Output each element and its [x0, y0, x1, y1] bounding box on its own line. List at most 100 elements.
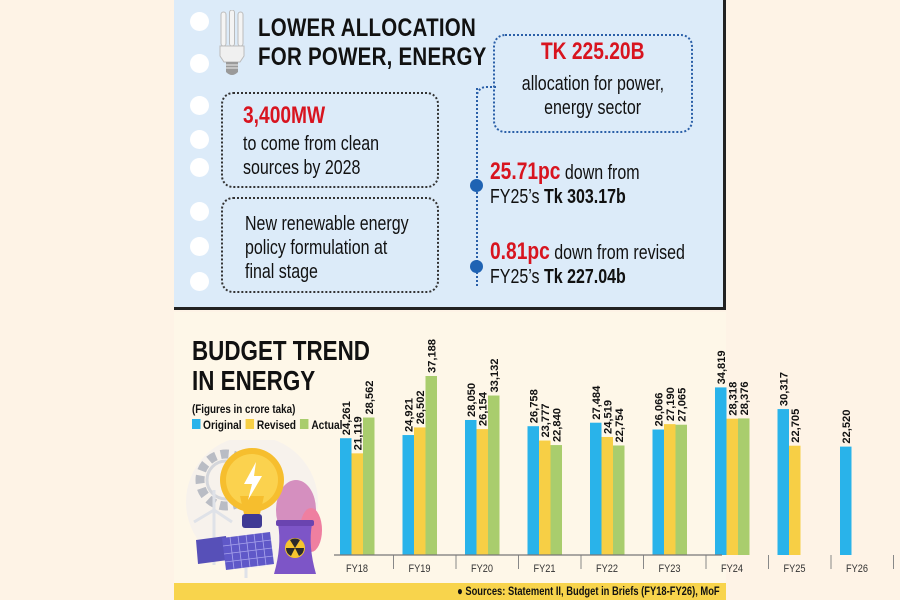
legend-label: Revised	[256, 418, 297, 432]
data-label: 22,840	[551, 408, 563, 442]
box2-line1: New renewable energy	[245, 213, 409, 235]
bar-original-fy24	[715, 387, 727, 555]
x-tick-label: FY20	[471, 563, 493, 575]
x-tick-label: FY22	[596, 563, 618, 575]
solar-panel-icon	[196, 532, 274, 578]
legend-revised: Revised	[245, 418, 297, 432]
timeline-dot	[470, 179, 483, 192]
data-label: 27,190	[665, 387, 677, 421]
allocation-box: TK 225.20B allocation for power, energy …	[493, 34, 693, 133]
bar-actual-fy18	[363, 417, 375, 555]
stat1-text: down from	[560, 162, 640, 184]
footer-band: ● Sources: Statement II, Budget in Brief…	[174, 583, 726, 600]
nuclear-plant-icon	[274, 520, 316, 574]
box3-line2: energy sector	[544, 97, 642, 119]
stat-fy25-revised: 0.81pc down from revised FY25’s Tk 227.0…	[490, 240, 734, 289]
bar-original-fy18	[340, 438, 352, 555]
data-label: 21,119	[352, 416, 364, 450]
top-panel: LOWER ALLOCATION FOR POWER, ENERGY 3,400…	[174, 0, 726, 310]
x-tick-label: FY26	[846, 563, 868, 575]
data-label: 28,376	[739, 381, 751, 415]
bar-actual-fy21	[550, 445, 562, 555]
stat1-prefix: FY25’s	[490, 186, 544, 208]
binder-hole	[190, 96, 209, 115]
legend-label: Original	[203, 418, 242, 432]
bar-revised-fy23	[664, 424, 676, 555]
x-tick-label: FY25	[784, 563, 806, 575]
data-label: 30,317	[778, 372, 790, 406]
stat-fy25-original: 25.71pc down from FY25’s Tk 303.17b	[490, 160, 677, 209]
title-line-2: FOR POWER, ENERGY	[258, 43, 487, 71]
data-label: 37,188	[426, 339, 438, 373]
data-label: 27,484	[591, 385, 603, 420]
x-tick-label: FY18	[346, 563, 368, 575]
legend-swatch	[192, 419, 201, 429]
legend-actual: Actual	[300, 418, 343, 432]
data-label: 28,050	[466, 383, 478, 417]
bar-original-fy25	[777, 409, 789, 555]
binder-hole	[190, 54, 209, 73]
data-label: 28,318	[727, 382, 739, 416]
renewable-policy-box: New renewable energy policy formulation …	[221, 197, 439, 293]
chart-title: BUDGET TREND IN ENERGY	[192, 336, 370, 396]
section-title: LOWER ALLOCATION FOR POWER, ENERGY	[258, 14, 487, 72]
bar-original-fy20	[465, 419, 477, 555]
clean-energy-box: 3,400MW to come from clean sources by 20…	[221, 92, 439, 188]
stat2-text: down from revised	[549, 242, 685, 264]
bar-actual-fy20	[488, 395, 500, 555]
box1-line1: to come from clean	[243, 133, 380, 155]
bar-original-fy22	[590, 422, 602, 555]
binder-hole	[190, 272, 209, 291]
bar-original-fy21	[527, 426, 539, 555]
bar-revised-fy19	[414, 427, 426, 555]
x-tick-label: FY21	[534, 563, 556, 575]
binder-hole	[190, 158, 209, 177]
lightbulb-icon	[220, 448, 284, 528]
data-label: 33,132	[489, 359, 501, 393]
data-label: 34,819	[716, 350, 728, 384]
chart-title-line2: IN ENERGY	[192, 365, 316, 396]
box2-line3: final stage	[245, 261, 318, 283]
clean-energy-highlight: 3,400MW	[243, 102, 326, 129]
binder-hole	[190, 237, 209, 256]
stat1-highlight: 25.71pc	[490, 158, 561, 185]
legend-swatch	[245, 419, 255, 429]
data-label: 24,261	[341, 401, 353, 435]
light-bulb-icon	[219, 10, 245, 75]
allocation-highlight: TK 225.20B	[541, 38, 645, 65]
energy-illustration	[186, 440, 322, 578]
data-label: 27,065	[676, 388, 688, 422]
chart-title-line1: BUDGET TREND	[192, 335, 370, 366]
bar-revised-fy24	[726, 418, 738, 555]
timeline-dot	[470, 260, 483, 273]
legend: Original Revised Actual	[192, 418, 343, 432]
bar-original-fy19	[402, 435, 414, 555]
stat1-amount: Tk 303.17b	[543, 186, 626, 208]
radiation-icon	[286, 538, 304, 556]
lightning-bolt-icon	[244, 462, 262, 500]
data-label: 23,777	[540, 404, 552, 438]
source-text: Sources: Statement II, Budget in Briefs …	[465, 584, 720, 598]
stat2-prefix: FY25’s	[490, 266, 544, 288]
box2-line2: policy formulation at	[245, 237, 388, 259]
source-note: ● Sources: Statement II, Budget in Brief…	[457, 584, 720, 598]
data-label: 26,154	[477, 391, 489, 426]
x-axis: FY18 FY19 FY20 FY21 FY22 FY23 FY24 FY25 FY26	[334, 554, 894, 575]
box1-line2: sources by 2028	[243, 157, 361, 179]
x-tick-label: FY19	[409, 563, 431, 575]
data-label: 22,520	[841, 410, 853, 444]
legend-original: Original	[192, 418, 242, 432]
data-label: 26,066	[653, 393, 665, 427]
data-label: 28,562	[364, 381, 376, 415]
bar-actual-fy24	[738, 418, 750, 555]
binder-hole	[190, 12, 209, 31]
bar-revised-fy20	[476, 429, 488, 555]
bar-revised-fy18	[351, 453, 363, 555]
bar-original-fy23	[652, 429, 664, 555]
stat2-amount: Tk 227.04b	[543, 266, 626, 288]
data-label: 26,502	[415, 390, 427, 424]
binder-hole	[190, 130, 209, 149]
bar-actual-fy23	[675, 424, 687, 555]
